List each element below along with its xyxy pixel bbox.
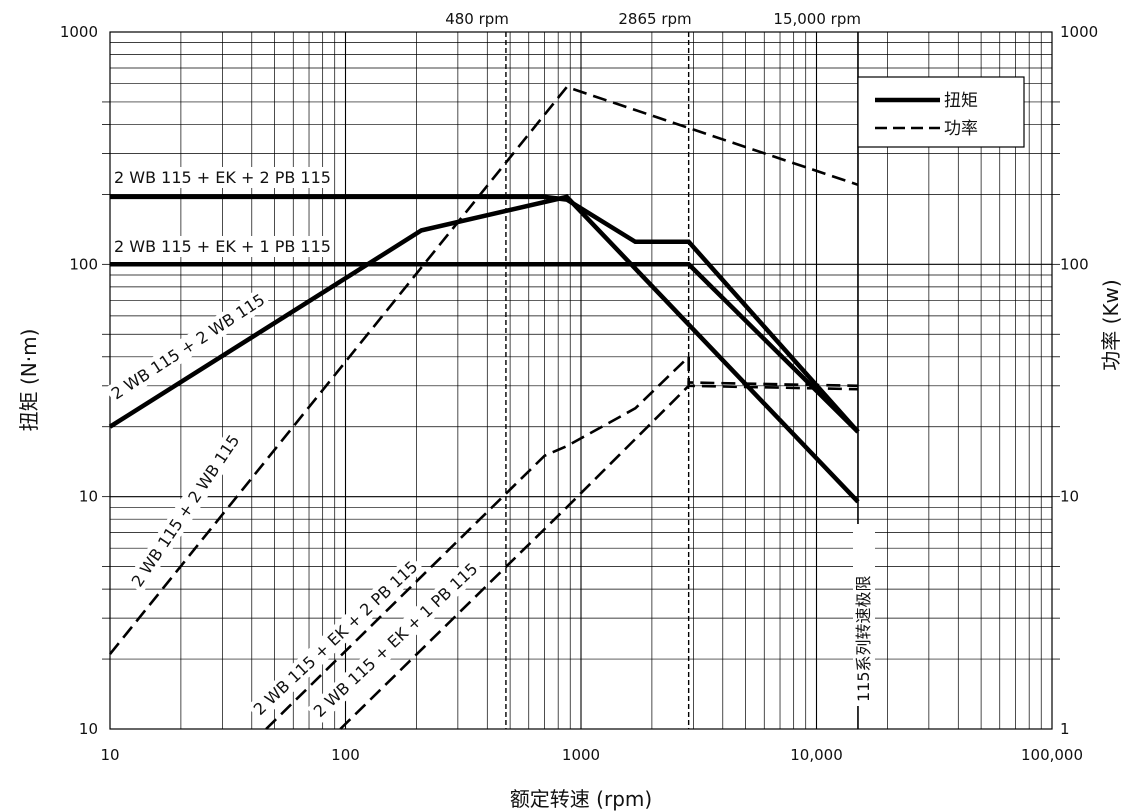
y-right-axis-title: 功率 (Kw) bbox=[1099, 279, 1123, 370]
curve-label-2: 2 WB 115 + EK + 1 PB 115 bbox=[111, 236, 334, 257]
reference-lines: 480 rpm 2865 rpm 15,000 rpm bbox=[445, 10, 861, 729]
y-right-tick-label: 10 bbox=[1060, 488, 1079, 506]
y-left-axis-title: 扭矩 (N·m) bbox=[17, 329, 41, 432]
curve-label-bg bbox=[111, 167, 334, 188]
curve-label-bg bbox=[125, 428, 246, 594]
speed-limit-text: 115系列转速极限 bbox=[854, 575, 873, 702]
rpm-15000-label: 15,000 rpm bbox=[773, 10, 861, 28]
speed-limit-label: 115系列转速极限 bbox=[853, 524, 875, 706]
curve-label-bg bbox=[306, 556, 485, 724]
x-tick-label: 100 bbox=[331, 746, 360, 764]
x-tick-label: 100,000 bbox=[1021, 746, 1083, 764]
torque-series-3 bbox=[108, 194, 860, 504]
tick-labels: 10 100 1000 10,000 100,000101010010001101001… bbox=[60, 23, 1098, 764]
plot-frame bbox=[109, 31, 1053, 730]
y-left-tick-label: 10 bbox=[79, 488, 98, 506]
series-lines bbox=[108, 85, 860, 730]
curve-label-4: 2 WB 115 + 2 WB 115 bbox=[125, 428, 246, 594]
x-axis-title: 额定转速 (rpm) bbox=[510, 787, 652, 811]
rpm-480-label: 480 rpm bbox=[445, 10, 509, 28]
curve-labels: 2 WB 115 + EK + 2 PB 115 2 WB 115 + EK + … bbox=[104, 167, 485, 724]
y-left-tick-label: 10 bbox=[79, 720, 98, 738]
y-right-tick-label: 1000 bbox=[1060, 23, 1098, 41]
curve-label-bg bbox=[246, 554, 425, 722]
curve-label-text: 2 WB 115 + EK + 2 PB 115 bbox=[114, 168, 331, 187]
curve-label-1: 2 WB 115 + EK + 2 PB 115 bbox=[111, 167, 334, 188]
curve-label-text: 2 WB 115 + 2 WB 115 bbox=[108, 290, 268, 403]
legend: 扭矩 功率 bbox=[857, 76, 1025, 148]
y-left-tick-label: 1000 bbox=[60, 23, 98, 41]
curve-label-3: 2 WB 115 + 2 WB 115 bbox=[104, 287, 272, 406]
x-tick-label: 10 bbox=[100, 746, 119, 764]
x-tick-label: 1000 bbox=[562, 746, 600, 764]
y-right-tick-label: 100 bbox=[1060, 255, 1089, 273]
torque-series-1 bbox=[110, 194, 860, 434]
torque-series-2 bbox=[110, 262, 860, 434]
y-left-tick-label: 100 bbox=[69, 255, 98, 273]
legend-power-label: 功率 bbox=[944, 119, 978, 139]
curve-label-bg bbox=[111, 236, 334, 257]
power-series-4 bbox=[108, 85, 859, 655]
legend-box bbox=[857, 76, 1025, 148]
curve-label-bg bbox=[104, 287, 272, 406]
x-tick-label: 10,000 bbox=[790, 746, 843, 764]
curve-label-text: 2 WB 115 + EK + 1 PB 115 bbox=[114, 237, 331, 256]
rpm-2865-label: 2865 rpm bbox=[618, 10, 691, 28]
y-right-tick-label: 1 bbox=[1060, 720, 1070, 738]
legend-torque-label: 扭矩 bbox=[944, 91, 978, 111]
speed-limit-label-bg bbox=[853, 524, 875, 706]
power-series-6 bbox=[339, 381, 859, 730]
